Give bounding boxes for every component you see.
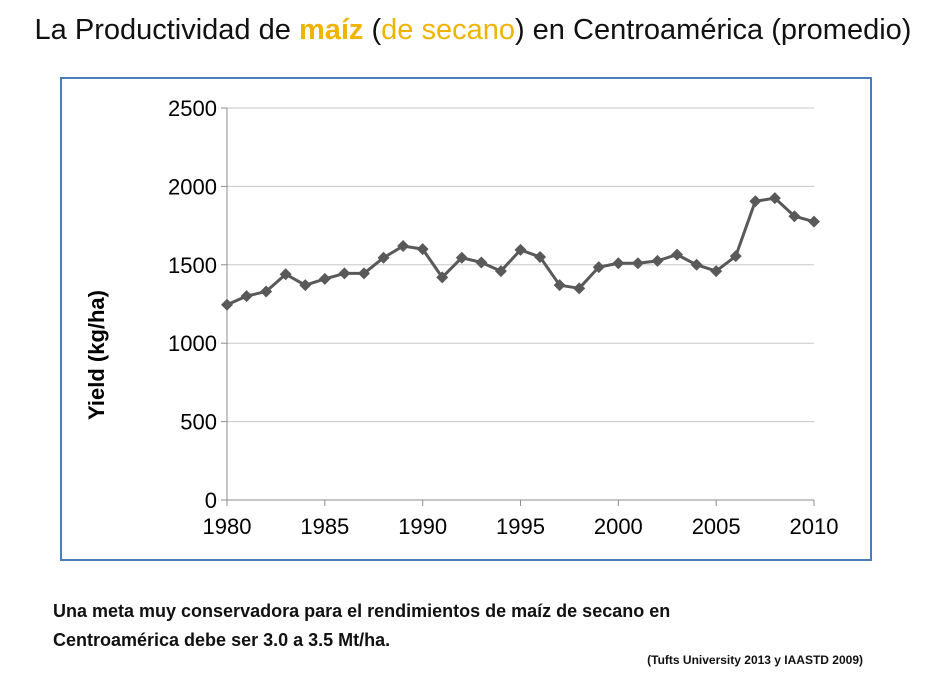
ytick-label-1000: 1000: [168, 331, 217, 356]
title-part2: (: [363, 14, 382, 46]
data-point-1980: [221, 298, 233, 311]
xtick-label-1980: 1980: [203, 514, 252, 539]
xtick-label-2005: 2005: [692, 514, 741, 539]
xtick-label-2010: 2010: [790, 514, 839, 539]
label-layer: 0 500 1000 1500 2000 2500 1980 1985 1990 1995 2000…: [168, 96, 838, 539]
xtick-label-1990: 1990: [398, 514, 447, 539]
data-point-2002: [651, 254, 664, 267]
data-point-1991: [436, 271, 449, 284]
data-point-1997: [553, 279, 566, 292]
slide-title: La Productividad de maíz (de secano) en …: [0, 14, 946, 47]
data-point-2001: [631, 257, 644, 270]
data-point-2000: [612, 257, 625, 270]
data-point-1988: [377, 251, 390, 264]
title-part1: La Productividad de: [34, 14, 299, 46]
data-point-2009: [788, 210, 801, 223]
data-point-1984: [299, 279, 312, 292]
xtick-label-1985: 1985: [300, 514, 349, 539]
axis-layer: [221, 107, 815, 506]
ytick-label-500: 500: [180, 410, 217, 435]
ytick-label-0: 0: [205, 488, 217, 513]
note-text: Una meta muy conservadora para el rendim…: [53, 597, 873, 655]
data-point-1987: [357, 267, 370, 280]
title-part3: ) en Centroamérica (promedio): [514, 14, 912, 46]
title-highlight-maiz: maíz: [298, 14, 364, 46]
data-point-1994: [494, 265, 507, 278]
ytick-label-2500: 2500: [168, 96, 217, 121]
data-point-1998: [573, 282, 586, 295]
note-line-1: Una meta muy conservadora para el rendim…: [53, 601, 671, 621]
data-point-1999: [592, 261, 605, 274]
data-point-2004: [690, 258, 703, 271]
data-point-2006: [729, 250, 742, 263]
ytick-label-1500: 1500: [168, 253, 217, 278]
data-point-2008: [768, 192, 781, 205]
citation: (Tufts University 2013 y IAASTD 2009): [647, 653, 863, 667]
data-point-2010: [808, 215, 820, 228]
xtick-label-1995: 1995: [496, 514, 545, 539]
data-point-2003: [671, 248, 684, 261]
data-point-1992: [455, 251, 468, 264]
xtick-label-2000: 2000: [594, 514, 643, 539]
title-highlight-secano: de secano: [381, 14, 515, 46]
data-point-2007: [749, 195, 762, 208]
grid-layer: [227, 107, 814, 423]
data-point-1995: [514, 243, 527, 256]
data-point-1981: [240, 290, 253, 303]
data-point-1993: [475, 256, 488, 269]
data-point-1986: [338, 267, 351, 280]
data-point-1983: [279, 268, 292, 281]
chart-frame: 0 500 1000 1500 2000 2500 1980 1985 1990 1995 2000…: [60, 77, 872, 561]
y-axis-label: Yield (kg/ha): [84, 290, 109, 420]
data-point-1982: [260, 285, 273, 298]
series-layer: [221, 192, 820, 311]
data-point-2005: [710, 265, 723, 278]
data-point-1985: [318, 272, 331, 285]
data-point-1990: [416, 243, 429, 256]
yield-line-chart: 0 500 1000 1500 2000 2500 1980 1985 1990 1995 2000…: [84, 96, 838, 539]
data-point-1996: [534, 250, 547, 263]
data-point-1989: [397, 239, 410, 252]
ytick-label-2000: 2000: [168, 174, 217, 199]
note-line-2: Centroamérica debe ser 3.0 a 3.5 Mt/ha.: [53, 630, 391, 650]
